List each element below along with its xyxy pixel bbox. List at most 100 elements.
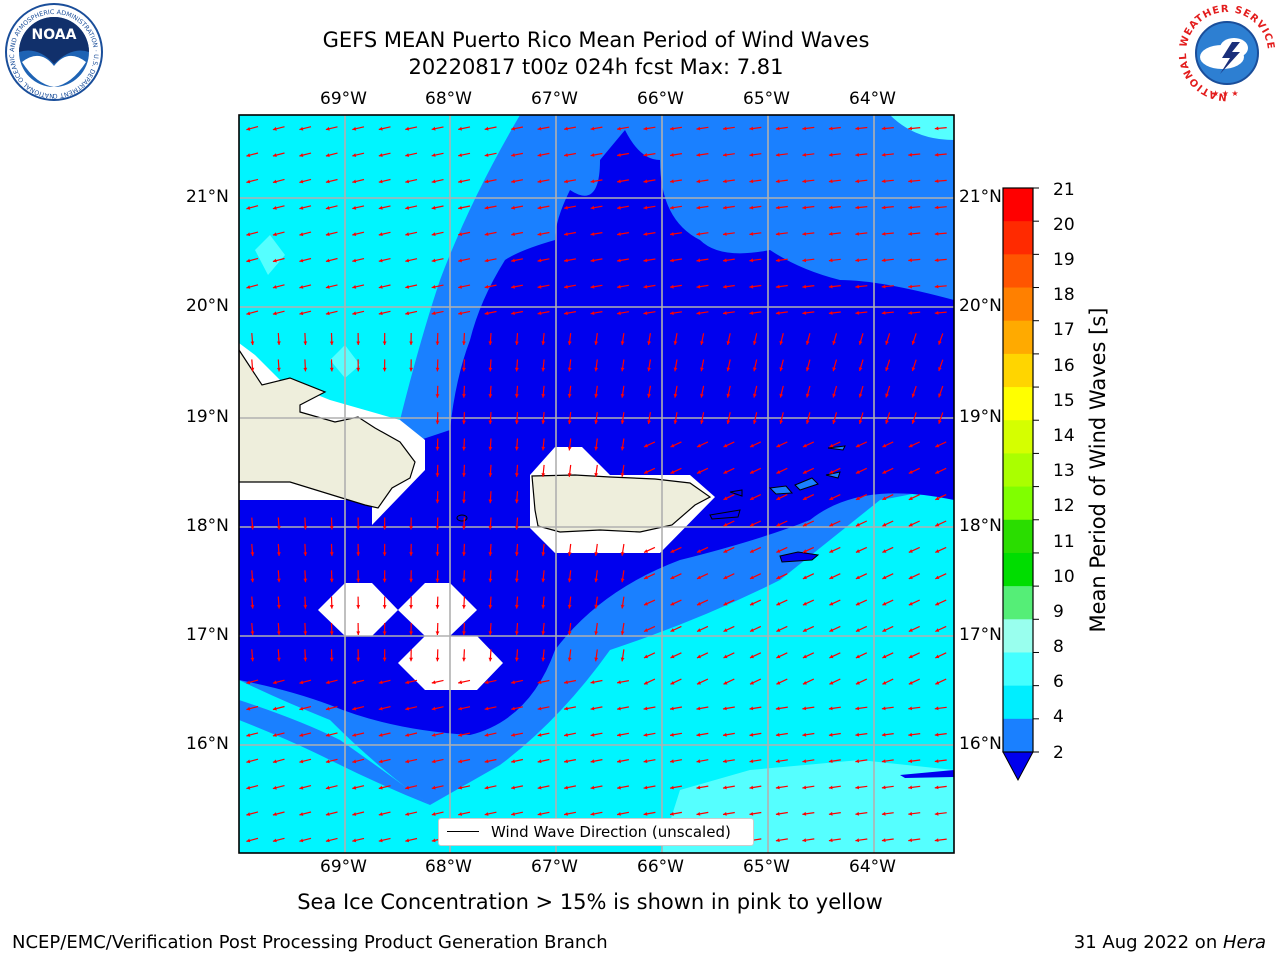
wind-arrow-head	[272, 258, 277, 263]
wind-arrow-head	[541, 394, 546, 398]
lat-label-left: 19°N	[186, 407, 229, 427]
wind-arrow-head	[802, 284, 807, 289]
wind-arrow-head	[246, 258, 251, 263]
wind-arrow-head	[802, 681, 807, 685]
wind-arrow-head	[272, 311, 277, 316]
wind-wave-direction-arrows	[246, 126, 947, 843]
wind-arrow-head	[541, 420, 546, 425]
wind-arrow-head	[908, 205, 912, 210]
wind-arrow-head	[753, 393, 757, 398]
colorbar-band	[1003, 188, 1033, 222]
wind-arrow-head	[299, 706, 304, 711]
wind-arrow-head	[882, 628, 887, 632]
wind-arrow-head	[246, 838, 251, 843]
wind-arrow-head	[541, 604, 546, 609]
wind-arrow-head	[514, 578, 519, 583]
wind-arrow-head	[378, 812, 383, 816]
wind-arrow-head	[511, 179, 515, 184]
wind-arrow-head	[488, 446, 493, 451]
wind-arrow-head	[908, 549, 913, 553]
wind-arrow-head	[246, 179, 251, 184]
wind-arrow-head	[829, 496, 834, 500]
wind-arrow-head	[908, 706, 913, 711]
wind-arrow-head	[723, 470, 728, 474]
wind-arrow-head	[617, 153, 621, 157]
wind-arrow-head	[617, 179, 621, 184]
wind-arrow-head	[908, 732, 913, 737]
wind-arrow-head	[726, 420, 731, 424]
wind-arrow-head	[935, 549, 940, 553]
wind-arrow-head	[696, 205, 701, 210]
lat-label-right: 21°N	[959, 187, 1002, 207]
wind-arrow-head	[935, 654, 940, 659]
wind-arrow-head	[594, 341, 599, 345]
wind-arrow-head	[620, 578, 625, 583]
wind-arrow-head	[750, 443, 754, 448]
wind-arrow-head	[277, 552, 281, 556]
colorbar-band	[1003, 353, 1033, 388]
wind-arrow-head	[511, 706, 515, 711]
svg-text:★ ★ ★: ★ ★ ★	[1212, 89, 1239, 98]
wind-arrow-head	[934, 231, 939, 236]
wind-arrow-head	[802, 785, 807, 790]
colorbar-band	[1003, 486, 1033, 521]
wind-arrow-head	[277, 341, 281, 345]
wind-arrow-head	[590, 258, 595, 263]
wind-arrow-head	[462, 525, 466, 530]
wind-arrow-head	[881, 179, 886, 184]
wind-arrow-head	[750, 470, 754, 474]
wind-arrow-head	[484, 680, 489, 685]
wind-arrow-head	[590, 179, 595, 184]
wind-arrow-head	[828, 311, 833, 315]
wind-arrow-head	[272, 733, 277, 737]
wind-arrow-head	[458, 311, 462, 316]
wind-arrow-head	[908, 152, 912, 157]
wind-arrow-head	[299, 759, 304, 764]
wind-arrow-head	[246, 785, 251, 790]
wind-arrow-head	[272, 812, 277, 816]
wind-arrow-head	[775, 205, 780, 210]
wind-arrow-head	[670, 549, 675, 553]
colorbar-band	[1003, 552, 1033, 587]
wind-arrow-head	[620, 341, 625, 345]
wind-arrow-head	[484, 733, 489, 737]
wind-arrow-head	[303, 341, 308, 345]
wind-arrow-head	[405, 311, 410, 316]
colorbar-tick: 9	[1053, 602, 1064, 622]
wind-arrow-head	[511, 153, 515, 157]
wind-arrow-head	[537, 785, 542, 790]
wind-arrow-head	[462, 578, 466, 583]
wind-arrow-head	[829, 575, 834, 579]
wind-arrow-head	[299, 311, 304, 316]
wind-arrow-head	[488, 367, 493, 372]
wind-arrow-head	[352, 812, 357, 816]
wind-arrow-head	[382, 552, 387, 556]
wind-arrow-head	[700, 367, 704, 372]
wind-arrow-head	[908, 496, 913, 500]
wind-arrow-head	[934, 811, 939, 816]
wind-arrow-head	[696, 311, 701, 315]
wind-arrow-head	[696, 232, 701, 236]
wind-arrow-head	[750, 496, 754, 500]
wind-arrow-head	[435, 420, 440, 425]
wind-arrow-head	[514, 604, 519, 609]
wind-arrow-head	[749, 284, 754, 289]
wind-arrow-head	[670, 575, 675, 579]
wind-arrow-head	[458, 179, 462, 184]
wind-arrow-head	[405, 179, 410, 184]
colorbar-band	[1003, 287, 1033, 322]
wind-arrow-head	[723, 232, 727, 236]
wind-arrow-head	[431, 205, 436, 210]
wind-arrow-head	[325, 311, 330, 316]
wind-arrow-head	[458, 258, 462, 263]
wind-arrow-head	[378, 311, 383, 316]
wind-arrow-head	[697, 654, 701, 659]
wind-arrow-head	[458, 812, 463, 816]
wind-arrow-head	[832, 420, 836, 424]
wind-arrow-head	[352, 838, 357, 843]
wind-arrow-head	[697, 628, 701, 632]
wind-arrow-head	[776, 575, 781, 579]
wind-arrow-head	[246, 733, 251, 737]
wind-arrow-head	[567, 473, 572, 477]
wind-arrow-head	[934, 706, 939, 711]
